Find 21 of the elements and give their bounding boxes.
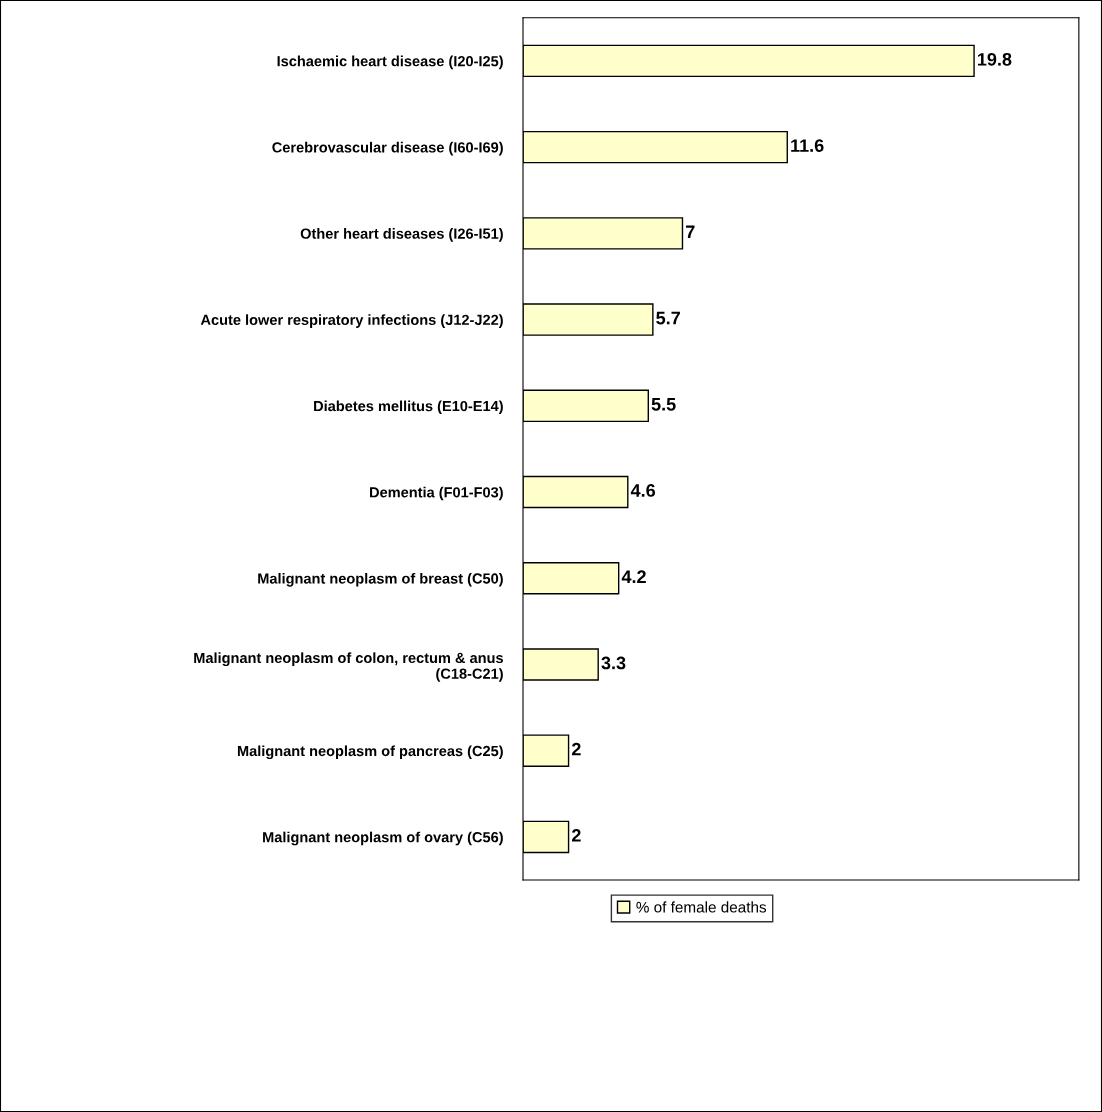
legend-label: % of female deaths	[636, 901, 767, 913]
y-tick-label: Diabetes mellitus (E10-E14)	[314, 400, 503, 415]
data-label: 19.8	[977, 52, 1012, 66]
data-label: 2	[571, 828, 581, 842]
y-tick-label: Ischaemic heart disease (I20-I25)	[277, 55, 503, 70]
y-tick-label: Cerebrovascular disease (I60-I69)	[272, 141, 503, 156]
data-label: 11.6	[791, 139, 824, 152]
data-label: 5.5	[651, 398, 676, 411]
y-tick-label: Dementia (F01-F03)	[370, 486, 503, 501]
y-tick-label: Malignant neoplasm of breast (C50)	[258, 572, 503, 587]
y-tick-label: Malignant neoplasm of pancreas (C25)	[237, 745, 503, 760]
y-tick-label: Other heart diseases (I26-I51)	[300, 228, 503, 242]
y-tick-label: Malignant neoplasm of ovary (C56)	[263, 831, 503, 846]
y-tick-label: Malignant neoplasm of colon, rectum & anus (C18-C21)	[194, 652, 503, 682]
data-label: 3.3	[601, 656, 626, 670]
data-label: 7	[686, 225, 695, 239]
data-label: 2	[571, 742, 581, 756]
data-label: 4.2	[621, 570, 646, 583]
data-label: 4.6	[630, 484, 656, 497]
y-tick-label: Acute lower respiratory infections (J12-J22)	[200, 314, 503, 328]
data-label: 5.7	[656, 311, 680, 325]
